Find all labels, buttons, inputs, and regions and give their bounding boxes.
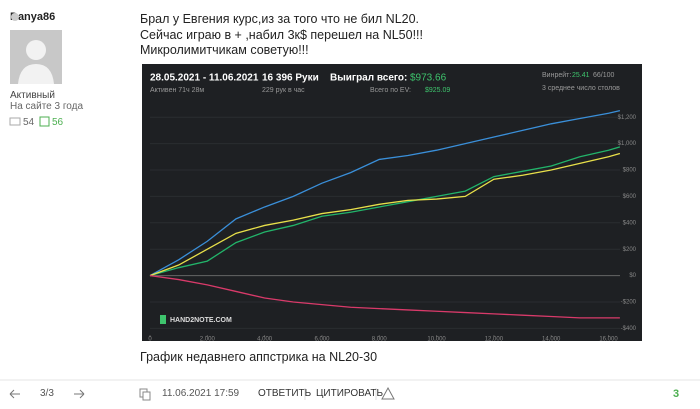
post-line: Сейчас играю в + ,набил 3к$ перешел на N… [140,28,423,42]
y-tick-label: $1,200 [618,115,637,121]
winrate: 25.41 [572,72,590,79]
avatar-head [26,40,46,60]
copy-icon[interactable] [142,391,151,401]
x-tick-label: 6,000 [314,337,330,341]
y-tick-label: $800 [623,168,637,174]
tables: 3 среднее число столов [542,85,620,92]
next-arrow[interactable] [74,389,85,399]
reply-button[interactable]: ОТВЕТИТЬ [258,388,312,399]
won-label: Выиграл всего: [330,73,407,84]
x-tick-label: 10,000 [427,337,446,341]
hands: 16 396 Руки [262,73,319,84]
active-time: Активен 71ч 28м [150,87,204,94]
series-line [149,109,621,277]
report-icon[interactable] [381,386,395,400]
series-line [149,152,621,277]
y-tick-label: -$400 [621,326,637,332]
likes-count: 56 [52,117,64,128]
x-tick-label: 14,000 [542,337,561,341]
series-line [149,274,620,319]
ev-label: Всего по EV: [370,87,411,94]
comments-count: 54 [23,117,35,128]
won: $973.66 [410,73,447,84]
user-tenure: На сайте 3 года [10,101,84,112]
rating: 3 [673,388,680,400]
x-tick-label: 4,000 [257,337,273,341]
post-line: Микролимитчикам советую!!! [140,43,309,57]
chart-image: 28.05.2021 - 11.06.2021 Активен 71ч 28м … [142,64,642,341]
series-line [149,146,621,277]
page-counter: 3/3 [40,388,54,399]
x-tick-label: 0 [148,337,152,341]
quote-button[interactable]: ЦИТИРОВАТЬ [316,388,384,399]
caption: График недавнего аппстрика на NL20-30 [140,350,378,364]
x-tick-label: 2,000 [200,337,216,341]
ev: $925.09 [425,87,450,94]
user-status: Активный [10,90,55,101]
avatar-body [18,64,54,84]
y-tick-label: $600 [623,194,637,200]
y-tick-label: $400 [623,220,637,226]
y-tick-label: $200 [623,247,637,253]
winrate-unit: 66/100 [593,72,615,79]
y-tick-label: $0 [629,273,636,279]
hands-per-hour: 229 рук в час [262,87,305,94]
x-tick-label: 12,000 [485,337,504,341]
user-name[interactable]: Danya86 [10,11,56,23]
user-icons [9,13,62,127]
comment-icon [9,117,21,126]
post-date: 11.06.2021 17:59 [162,388,240,399]
logo: HAND2NOTE.COM [170,317,232,324]
online-dot [11,13,19,21]
y-tick-label: -$200 [621,300,637,306]
post-line: Брал у Евгения курс,из за того что не би… [140,12,420,26]
logo-icon [160,315,166,324]
period: 28.05.2021 - 11.06.2021 [150,73,259,84]
prev-arrow[interactable] [9,389,20,399]
footer-icons [0,379,700,401]
x-tick-label: 8,000 [372,337,388,341]
like-icon [39,116,50,127]
x-tick-label: 16,000 [599,337,618,341]
winrate-label: Винрейт: [542,71,571,79]
y-tick-label: $1,000 [618,141,637,147]
